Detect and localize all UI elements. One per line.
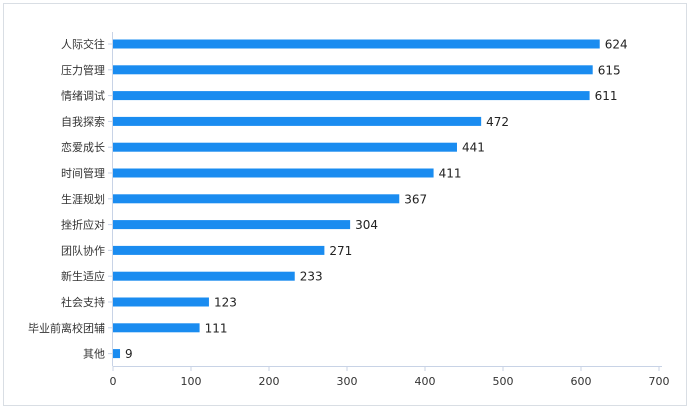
bar — [113, 271, 295, 281]
x-tick-label: 400 — [415, 375, 436, 388]
bars-group — [113, 39, 600, 359]
category-label: 压力管理 — [61, 63, 105, 77]
category-label: 自我探索 — [61, 114, 105, 128]
x-tick-label: 600 — [571, 375, 592, 388]
bar — [113, 65, 593, 75]
category-label: 生涯规划 — [61, 192, 105, 206]
value-label: 271 — [329, 244, 352, 258]
category-label: 挫折应对 — [61, 218, 105, 232]
category-label: 人际交往 — [61, 37, 105, 51]
x-tick-label: 300 — [337, 375, 358, 388]
bar — [113, 349, 121, 359]
x-tick-label: 700 — [649, 375, 670, 388]
value-label: 233 — [300, 270, 323, 284]
x-tick-label: 0 — [110, 375, 117, 388]
category-label: 时间管理 — [61, 166, 105, 180]
bar — [113, 39, 600, 49]
value-label: 123 — [214, 296, 237, 310]
bar — [113, 168, 434, 178]
value-label: 624 — [605, 38, 628, 52]
value-label: 615 — [598, 63, 621, 77]
category-label: 社会支持 — [61, 295, 105, 309]
value-label: 367 — [404, 192, 427, 206]
category-label: 恋爱成长 — [61, 140, 105, 154]
category-labels-group: 人际交往压力管理情绪调试自我探索恋爱成长时间管理生涯规划挫折应对团队协作新生适应… — [28, 37, 105, 361]
bar — [113, 142, 457, 152]
x-tick-label: 200 — [259, 375, 280, 388]
x-tick-label: 500 — [493, 375, 514, 388]
value-label: 611 — [595, 89, 618, 103]
category-label: 新生适应 — [61, 269, 105, 283]
bar — [113, 297, 209, 307]
axes-group: 0 100 200 300 400 500 600 700 — [108, 32, 670, 388]
category-label: 其他 — [83, 348, 105, 361]
category-label: 团队协作 — [61, 243, 105, 257]
value-label: 9 — [125, 347, 133, 361]
value-label: 441 — [462, 141, 485, 155]
category-label: 毕业前离校团辅 — [28, 321, 105, 335]
bar — [113, 91, 590, 101]
value-label: 472 — [486, 115, 509, 129]
bar — [113, 194, 400, 204]
category-label: 情绪调试 — [61, 89, 105, 103]
x-tick-label: 100 — [181, 375, 202, 388]
bar — [113, 116, 482, 126]
value-label: 304 — [355, 218, 378, 232]
value-label: 111 — [205, 321, 228, 335]
bar — [113, 220, 351, 230]
bar — [113, 323, 200, 333]
value-label: 411 — [439, 167, 462, 181]
bar — [113, 245, 325, 255]
